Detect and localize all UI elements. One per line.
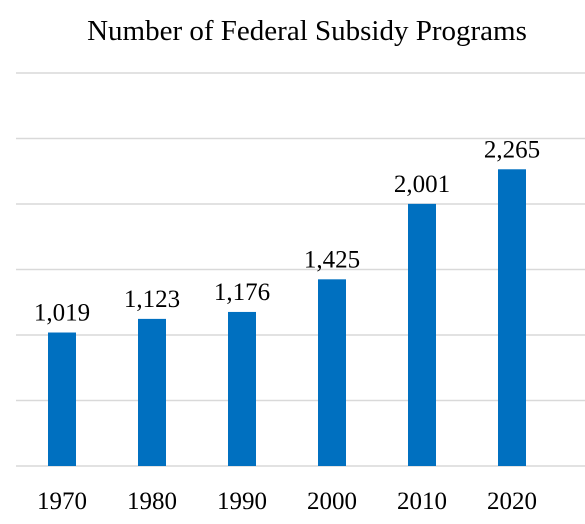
chart-title: Number of Federal Subsidy Programs <box>87 15 527 47</box>
bar-2010 <box>408 203 436 466</box>
bar-2020 <box>498 169 526 466</box>
gridlines <box>16 72 585 467</box>
x-axis-ticks: 1970198019902000201020202 <box>37 488 537 515</box>
data-label-1990: 1,176 <box>214 279 270 306</box>
data-label-2020: 2,265 <box>484 136 540 163</box>
bar-1990 <box>228 311 256 466</box>
data-label-2010: 2,001 <box>394 171 450 198</box>
bar-2000 <box>318 279 346 466</box>
x-tick-2010: 2010 <box>397 488 447 515</box>
bar-1970 <box>48 332 76 466</box>
x-tick-1990: 1990 <box>217 488 267 515</box>
x-tick-1970: 1970 <box>37 488 87 515</box>
x-tick-1980: 1980 <box>127 488 177 515</box>
data-label-1970: 1,019 <box>34 300 90 327</box>
data-label-2000: 1,425 <box>304 246 360 273</box>
data-label-1980: 1,123 <box>124 286 180 313</box>
bars <box>48 169 526 466</box>
x-tick-2020: 2020 <box>487 488 537 515</box>
x-tick-2000: 2000 <box>307 488 357 515</box>
bar-1980 <box>138 318 166 466</box>
